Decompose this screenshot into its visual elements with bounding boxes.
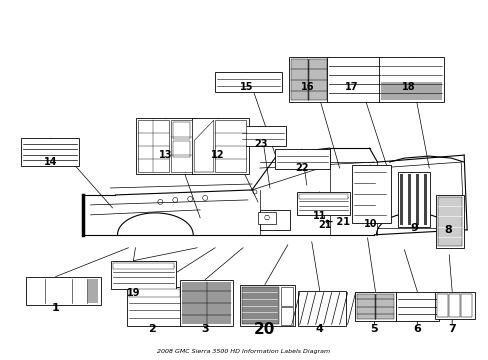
Text: 7: 7: [447, 324, 455, 334]
Bar: [240, 126, 285, 146]
Bar: [258, 212, 275, 224]
Bar: [110, 261, 176, 289]
Bar: [297, 291, 345, 327]
Bar: [354, 292, 396, 321]
Text: 10: 10: [363, 219, 376, 229]
Bar: [280, 287, 292, 306]
Text: 9: 9: [409, 223, 417, 233]
Bar: [351, 165, 390, 223]
Bar: [129, 289, 180, 297]
Bar: [192, 118, 248, 174]
Bar: [326, 58, 382, 102]
Text: 18: 18: [401, 82, 414, 93]
Text: 16: 16: [301, 82, 314, 93]
Bar: [88, 279, 98, 302]
Bar: [379, 58, 443, 102]
Text: 3: 3: [201, 324, 208, 334]
Bar: [448, 293, 459, 318]
Text: 4: 4: [315, 324, 323, 334]
Bar: [398, 172, 429, 227]
Text: 6: 6: [412, 324, 420, 334]
Bar: [288, 58, 328, 102]
Text: 22: 22: [294, 163, 308, 173]
Bar: [260, 210, 289, 230]
Bar: [242, 287, 279, 324]
Bar: [112, 263, 174, 269]
Bar: [173, 141, 189, 157]
Text: 23: 23: [254, 139, 267, 149]
Bar: [396, 292, 438, 321]
Bar: [437, 197, 461, 246]
Bar: [215, 72, 281, 92]
Bar: [182, 282, 230, 324]
Text: 15: 15: [240, 82, 253, 93]
Bar: [415, 174, 418, 225]
Text: 13: 13: [158, 150, 172, 160]
Bar: [298, 194, 347, 199]
Bar: [290, 59, 307, 100]
Bar: [407, 174, 410, 225]
Text: 12: 12: [211, 150, 224, 160]
Text: 19: 19: [126, 288, 140, 298]
Bar: [460, 293, 471, 318]
Text: 14: 14: [44, 157, 58, 167]
Text: 17: 17: [344, 82, 358, 93]
Bar: [296, 192, 349, 215]
Bar: [26, 276, 101, 305]
Bar: [171, 120, 192, 172]
Bar: [400, 174, 403, 225]
Text: 21: 21: [317, 220, 331, 230]
Bar: [381, 82, 441, 100]
Bar: [435, 195, 463, 248]
Bar: [434, 292, 474, 319]
Bar: [308, 59, 326, 100]
Bar: [280, 306, 292, 325]
Text: 20: 20: [254, 322, 275, 337]
Bar: [173, 122, 189, 139]
Text: 5: 5: [370, 324, 378, 334]
Bar: [375, 293, 394, 319]
Bar: [424, 174, 426, 225]
Bar: [274, 149, 329, 169]
Bar: [136, 118, 196, 174]
Bar: [356, 293, 374, 319]
Bar: [21, 138, 79, 166]
Text: 2: 2: [148, 324, 156, 334]
Bar: [180, 280, 233, 327]
Bar: [127, 287, 182, 327]
Text: 8: 8: [444, 225, 451, 235]
Bar: [240, 285, 294, 327]
Bar: [436, 293, 447, 318]
Polygon shape: [194, 120, 213, 172]
Text: 2008 GMC Sierra 3500 HD Information Labels Diagram: 2008 GMC Sierra 3500 HD Information Labe…: [157, 349, 330, 354]
Bar: [214, 120, 245, 172]
Text: 1: 1: [52, 302, 60, 312]
Text: ← 21: ← 21: [324, 217, 349, 227]
Text: 11: 11: [312, 211, 326, 221]
Bar: [138, 120, 169, 172]
Text: ⎔: ⎔: [264, 215, 269, 221]
